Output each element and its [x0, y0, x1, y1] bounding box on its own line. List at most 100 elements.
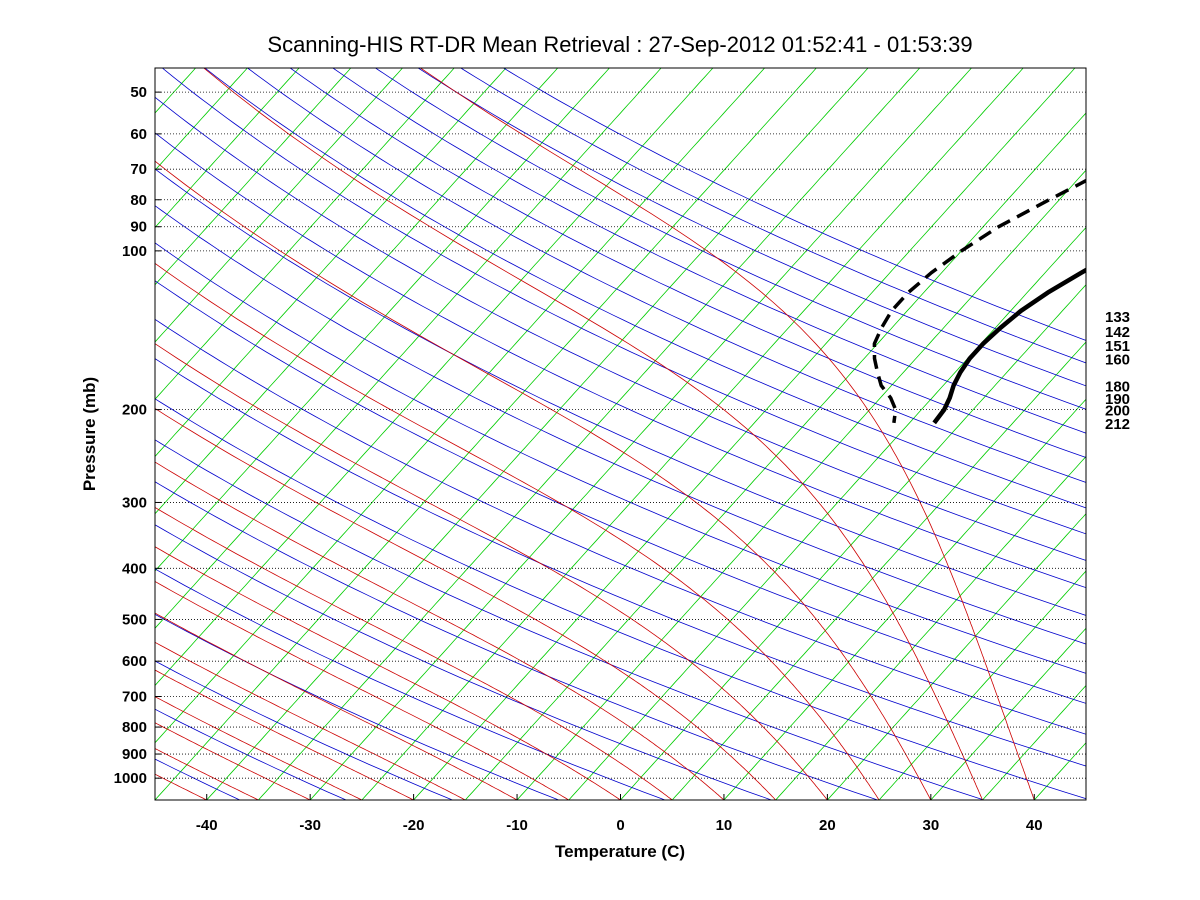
isotherm-line [878, 570, 1086, 800]
isotherm-line [465, 112, 1086, 800]
y-tick-label: 70 [130, 161, 147, 178]
dry-adiabat-line [332, 68, 1086, 434]
dry-adiabat-line [155, 439, 985, 800]
x-axis: -40 -30 -20 -10 0 10 20 30 40 [196, 794, 1043, 834]
dry-adiabat-line [155, 168, 1086, 616]
isotherm-line [568, 226, 1086, 800]
right-label: 200 [1105, 403, 1130, 420]
right-label: 142 [1105, 324, 1130, 341]
moist-adiabat-line [155, 546, 621, 800]
y-tick-label: 50 [130, 84, 147, 101]
moist-adiabat-line [155, 641, 466, 800]
isotherm-line [155, 68, 610, 572]
isotherm-line [155, 68, 558, 515]
moist-adiabat-line [155, 581, 569, 800]
dry-adiabat-line [204, 68, 1086, 509]
isotherm-line [361, 68, 1024, 800]
isotherm-line [309, 68, 972, 800]
dry-adiabat-line [460, 68, 1086, 364]
dry-adiabat-line [503, 68, 1086, 341]
moist-adiabat-line [155, 262, 880, 800]
moist-adiabat-line [155, 612, 518, 800]
y-tick-label: 800 [122, 719, 147, 736]
isotherm-line [775, 455, 1086, 800]
y-tick-label: 100 [122, 243, 147, 260]
isotherm-line [827, 513, 1086, 800]
y-tick-label: 200 [122, 402, 147, 419]
right-label: 190 [1105, 391, 1130, 408]
pressure-grid [155, 91, 1086, 779]
isotherm-line [413, 68, 1076, 800]
x-tick-label: -20 [403, 817, 425, 834]
dry-adiabat-line [417, 68, 1086, 387]
isotherm-line [155, 68, 352, 286]
isotherm-line [258, 68, 920, 800]
y-tick-label: 900 [122, 746, 147, 763]
y-tick-label: 300 [122, 494, 147, 511]
isotherm-line [155, 68, 714, 687]
y-axis-label: Pressure (mb) [80, 377, 99, 491]
isotherm-line [155, 68, 403, 343]
y-tick-label: 500 [122, 611, 147, 628]
isotherm-line [155, 68, 765, 744]
isotherm-line [155, 68, 455, 400]
temperature-profile [932, 267, 1086, 425]
x-tick-label: -40 [196, 817, 218, 834]
dry-adiabat-line [155, 318, 1086, 735]
y-tick-label: 60 [130, 126, 147, 143]
isotherm-line [155, 68, 507, 458]
y-tick-label: 700 [122, 688, 147, 705]
dry-adiabat-line [247, 68, 1086, 483]
moist-adiabat-line [155, 407, 776, 800]
moist-adiabat-line [155, 722, 311, 800]
background-lines [155, 68, 1086, 800]
y-tick-label: 400 [122, 560, 147, 577]
x-tick-label: 10 [716, 817, 733, 834]
moist-adiabat-line [420, 68, 1035, 800]
moist-adiabat-line [155, 461, 725, 800]
dewpoint-profile [872, 178, 1086, 424]
profiles [872, 178, 1086, 425]
moist-adiabat-line [155, 748, 259, 800]
dry-adiabat-line [155, 524, 772, 800]
moist-adiabat-line [155, 160, 932, 800]
isotherm-line [155, 68, 300, 229]
x-tick-label: -10 [506, 817, 528, 834]
dry-adiabat-line [155, 242, 1086, 674]
dry-adiabat-line [155, 568, 666, 800]
dry-adiabat-line [155, 96, 1086, 561]
dry-adiabat-line [155, 358, 1086, 767]
dry-adiabat-line [289, 68, 1086, 458]
isotherm-line [155, 68, 662, 629]
y-tick-label: 1000 [114, 770, 147, 787]
x-tick-label: 40 [1026, 817, 1043, 834]
dry-adiabat-line [155, 280, 1086, 704]
moist-adiabat-line [155, 506, 673, 800]
y-tick-label: 80 [130, 192, 147, 209]
dry-adiabat-line [155, 132, 1086, 589]
moist-adiabat-line [155, 696, 363, 800]
dry-adiabat-line [155, 660, 453, 800]
chart-title: Scanning-HIS RT-DR Mean Retrieval : 27-S… [267, 32, 972, 57]
moist-adiabat-line [155, 669, 414, 800]
right-label: 160 [1105, 351, 1130, 368]
x-tick-label: 0 [616, 817, 624, 834]
dry-adiabat-line [155, 481, 878, 800]
dry-adiabat-line [155, 205, 1086, 645]
dry-adiabat-line [162, 68, 1086, 535]
right-label: 212 [1105, 416, 1130, 433]
x-axis-label: Temperature (C) [555, 842, 685, 861]
isotherm-line [723, 398, 1086, 800]
dry-adiabat-line [375, 68, 1086, 410]
x-tick-label: -30 [299, 817, 321, 834]
moist-adiabat-line [155, 343, 828, 800]
y-tick-label: 90 [130, 219, 147, 236]
right-label: 133 [1105, 309, 1130, 326]
right-label: 180 [1105, 378, 1130, 395]
x-tick-label: 30 [922, 817, 939, 834]
isotherm-line [620, 284, 1086, 800]
isotherm-line [671, 341, 1086, 800]
isotherm-line [930, 627, 1086, 800]
